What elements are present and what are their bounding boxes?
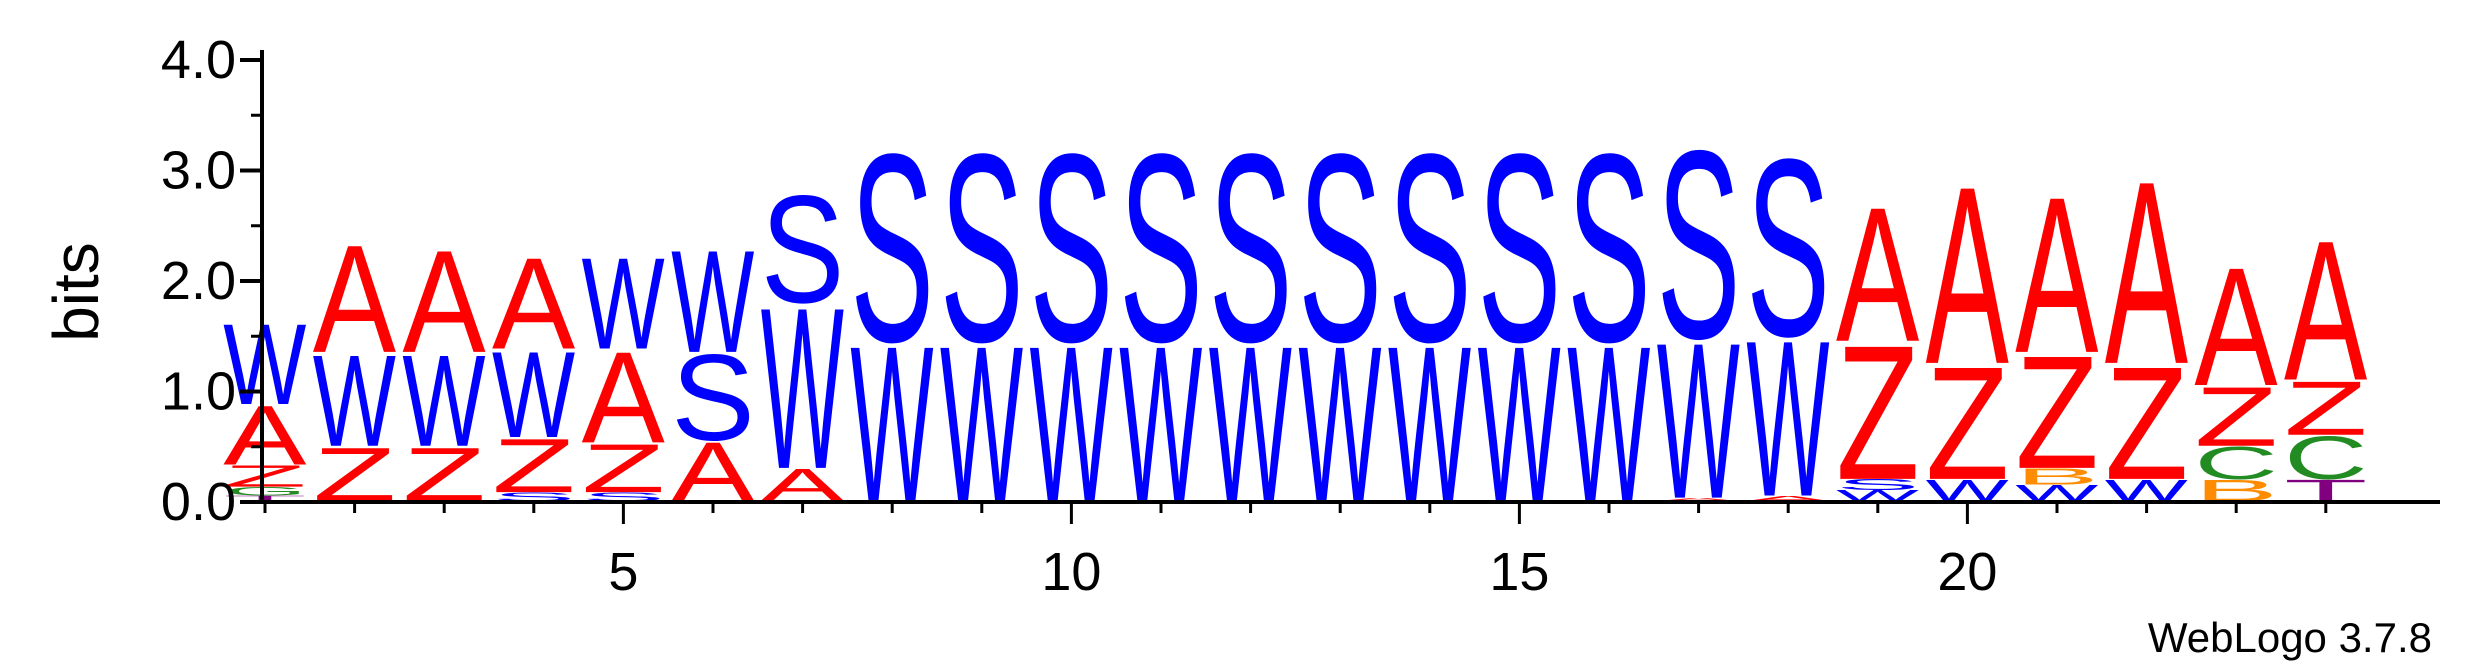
logo-letter-z: Z [1836,306,1920,520]
logo-letter-w: W [761,259,844,517]
logo-letter-s: S [1388,99,1472,399]
logo-letter-a: A [2194,234,2277,422]
logo-letter-s: S [850,99,934,399]
logo-letter-z: Z [2284,366,2368,452]
logo-letter-z: Z [2105,333,2189,513]
y-tick-label: 0.0 [161,472,236,532]
logo-letter-c: C [2194,437,2278,489]
logo-letter-s: S [940,99,1024,399]
logo-letter-z: Z [492,423,576,509]
logo-letter-z: Z [2015,322,2099,502]
logo-glyphs: TGZAWZWAZWASZWASZAWASWAWSWSWSWSWSWSWSWSW… [223,95,2367,548]
logo-letter-a: A [2015,152,2098,400]
x-tick-label: 10 [1041,542,1101,602]
logo-letter-z: Z [223,459,307,493]
logo-letter-a: A [313,212,397,384]
logo-letter-a: A [223,388,306,482]
logo-letter-t: T [223,494,307,503]
logo-letter-s: S [1746,107,1830,390]
logo-letter-z: Z [1926,333,2010,513]
logo-letter-s: S [761,163,845,335]
logo-letter-c: C [2284,423,2368,492]
logo-letter-b: B [2015,464,2099,490]
x-tick-label: 20 [1937,542,1997,602]
logo-letter-a: A [492,231,575,377]
logo-letter-a: A [2284,200,2367,423]
logo-letter-w: W [223,299,306,428]
logo-letter-a: A [1746,494,1829,503]
logo-letter-s: S [1119,99,1203,399]
logo-letter-s: S [1298,99,1382,399]
logo-letter-a: A [582,325,665,471]
y-tick-label: 3.0 [161,141,236,201]
logo-letter-z: Z [2194,370,2278,464]
logo-letter-z: Z [582,430,666,507]
logo-letter-w: W [671,220,754,383]
x-tick-label: 5 [608,542,638,602]
logo-letter-s: S [1657,95,1741,395]
logo-letter-s: S [1836,476,1920,493]
logo-letter-a: A [402,220,486,383]
y-axis-label: bits [40,242,112,342]
x-tick-label: 15 [1489,542,1549,602]
logo-letter-w: W [402,327,485,474]
logo-letter-a: A [1926,135,2009,418]
logo-axes [240,50,2440,524]
logo-letter-s: S [1030,99,1114,399]
y-tick-label: 2.0 [161,251,236,311]
logo-letter-s: S [671,330,755,467]
logo-letter-a: A [1657,497,1740,502]
logo-letter-w: W [492,325,575,463]
logo-letter-w: W [313,327,396,474]
y-tick-label: 4.0 [161,30,236,90]
logo-letter-s: S [1567,99,1651,399]
y-tick-label: 1.0 [161,362,236,422]
logo-letter-a: A [2105,128,2188,419]
logo-letter-g: G [223,485,307,499]
logo-letter-a: A [1836,169,1919,382]
logo-letter-s: S [1478,99,1562,399]
logo-letter-s: S [1209,99,1293,399]
footer-credit: WebLogo 3.7.8 [2148,614,2432,661]
logo-letter-w: W [582,230,665,377]
